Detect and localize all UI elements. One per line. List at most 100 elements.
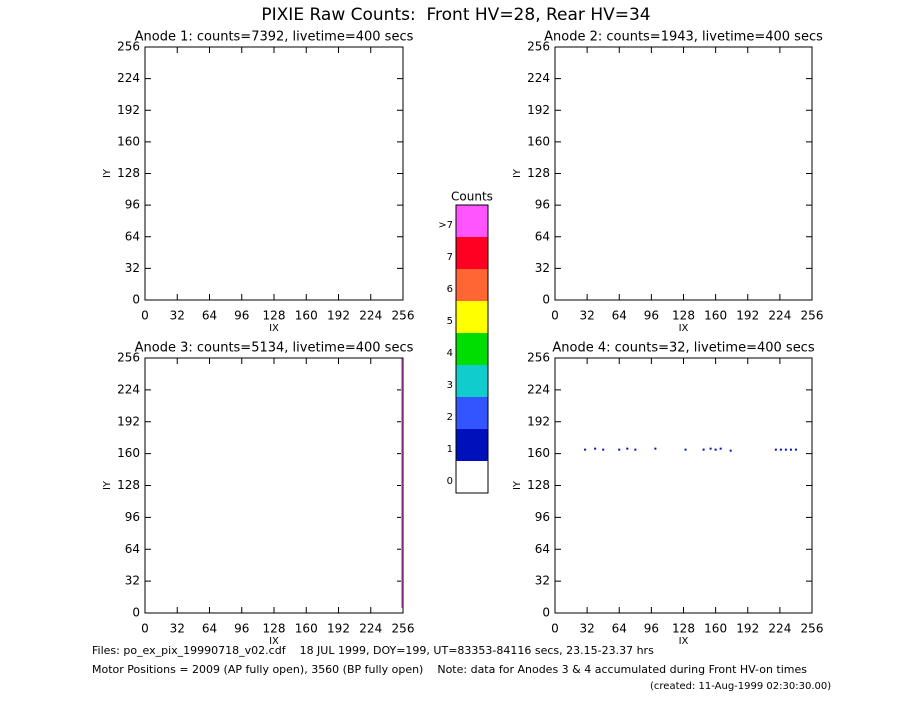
- x-tick-label: 32: [170, 622, 185, 636]
- x-tick-label: 128: [263, 309, 286, 323]
- figure-title: PIXIE Raw Counts: Front HV=28, Rear HV=3…: [261, 5, 650, 25]
- colorbar-swatch: [456, 397, 488, 429]
- x-tick-label: 64: [202, 309, 217, 323]
- point: [626, 447, 629, 450]
- y-tick-label: 224: [117, 382, 140, 396]
- x-tick-label: 32: [579, 309, 594, 323]
- y-tick-label: 32: [535, 261, 550, 275]
- x-axis-label: IX: [679, 636, 689, 647]
- x-tick-label: 224: [768, 309, 791, 323]
- point: [684, 448, 687, 451]
- y-tick-label: 0: [132, 293, 140, 307]
- plot-frame: [554, 46, 813, 301]
- x-axis-label: IX: [269, 323, 279, 334]
- colorbar-label: 7: [447, 252, 453, 263]
- x-tick-label: 224: [359, 622, 382, 636]
- point: [584, 448, 587, 451]
- y-tick-label: 64: [125, 542, 140, 556]
- y-tick-label: 192: [527, 414, 550, 428]
- y-tick-label: 160: [527, 134, 550, 148]
- point: [594, 447, 597, 450]
- y-axis-label: IY: [512, 168, 523, 178]
- point: [784, 448, 787, 451]
- x-tick-label: 160: [295, 622, 318, 636]
- y-axis-label: IY: [102, 168, 113, 178]
- y-tick-label: 128: [527, 478, 550, 492]
- footer-created: (created: 11-Aug-1999 02:30:30.00): [650, 681, 831, 692]
- colorbar-label: >7: [438, 220, 453, 231]
- point: [709, 447, 712, 450]
- y-tick-label: 256: [527, 351, 550, 365]
- x-tick-label: 32: [579, 622, 594, 636]
- point: [714, 448, 717, 451]
- y-tick-label: 0: [542, 293, 550, 307]
- x-tick-label: 64: [612, 622, 627, 636]
- plot-frame: [144, 357, 404, 614]
- y-tick-label: 0: [132, 606, 140, 620]
- x-tick-label: 96: [644, 622, 659, 636]
- x-tick-label: 0: [551, 622, 559, 636]
- point: [719, 447, 722, 450]
- y-tick-label: 64: [535, 542, 550, 556]
- point: [602, 448, 605, 451]
- point: [702, 448, 705, 451]
- colorbar-swatch: [456, 237, 488, 269]
- colorbar-label: 2: [447, 412, 453, 423]
- colorbar-label: 0: [447, 476, 453, 487]
- y-tick-label: 96: [535, 198, 550, 212]
- colorbar-label: 1: [447, 444, 453, 455]
- x-tick-label: 256: [392, 622, 415, 636]
- x-tick-label: 160: [295, 309, 318, 323]
- x-tick-label: 192: [327, 622, 350, 636]
- x-tick-label: 256: [392, 309, 415, 323]
- point: [774, 448, 777, 451]
- y-axis-label: IY: [512, 480, 523, 490]
- x-tick-label: 192: [327, 309, 350, 323]
- y-tick-label: 160: [527, 446, 550, 460]
- y-tick-label: 192: [117, 103, 140, 117]
- colorbar-swatch: [456, 269, 488, 301]
- x-tick-label: 256: [801, 309, 824, 323]
- plot-frame: [554, 357, 813, 614]
- y-tick-label: 64: [535, 229, 550, 243]
- point: [618, 448, 621, 451]
- colorbar-swatch: [456, 429, 488, 461]
- x-tick-label: 96: [644, 309, 659, 323]
- x-tick-label: 0: [141, 309, 149, 323]
- x-tick-label: 32: [170, 309, 185, 323]
- footer-files: Files: po_ex_pix_19990718_v02.cdf 18 JUL…: [92, 644, 654, 657]
- x-tick-label: 64: [612, 309, 627, 323]
- colorbar-label: 4: [447, 348, 453, 359]
- panel-title: Anode 2: counts=1943, livetime=400 secs: [544, 30, 823, 45]
- x-tick-label: 128: [672, 309, 695, 323]
- y-tick-label: 192: [117, 414, 140, 428]
- x-tick-label: 192: [736, 622, 759, 636]
- y-tick-label: 96: [125, 198, 140, 212]
- x-tick-label: 0: [551, 309, 559, 323]
- y-tick-label: 256: [117, 351, 140, 365]
- y-tick-label: 192: [527, 103, 550, 117]
- y-tick-label: 224: [527, 382, 550, 396]
- colorbar-swatch: [456, 365, 488, 397]
- panel-title: Anode 1: counts=7392, livetime=400 secs: [135, 30, 414, 45]
- y-tick-label: 128: [117, 166, 140, 180]
- colorbar-swatch: [456, 205, 488, 237]
- y-tick-label: 224: [117, 71, 140, 85]
- x-tick-label: 192: [736, 309, 759, 323]
- x-axis-label: IX: [269, 636, 279, 647]
- x-tick-label: 224: [768, 622, 791, 636]
- colorbar-frame: [455, 204, 489, 494]
- y-tick-label: 128: [117, 478, 140, 492]
- y-tick-label: 224: [527, 71, 550, 85]
- colorbar-label: 3: [447, 380, 453, 391]
- x-tick-label: 160: [704, 622, 727, 636]
- x-tick-label: 96: [234, 309, 249, 323]
- colorbar-title: Counts: [451, 190, 493, 204]
- y-axis-label: IY: [102, 480, 113, 490]
- y-tick-label: 32: [125, 261, 140, 275]
- point: [634, 448, 637, 451]
- x-tick-label: 96: [234, 622, 249, 636]
- colorbar-swatch: [456, 333, 488, 365]
- point: [794, 448, 797, 451]
